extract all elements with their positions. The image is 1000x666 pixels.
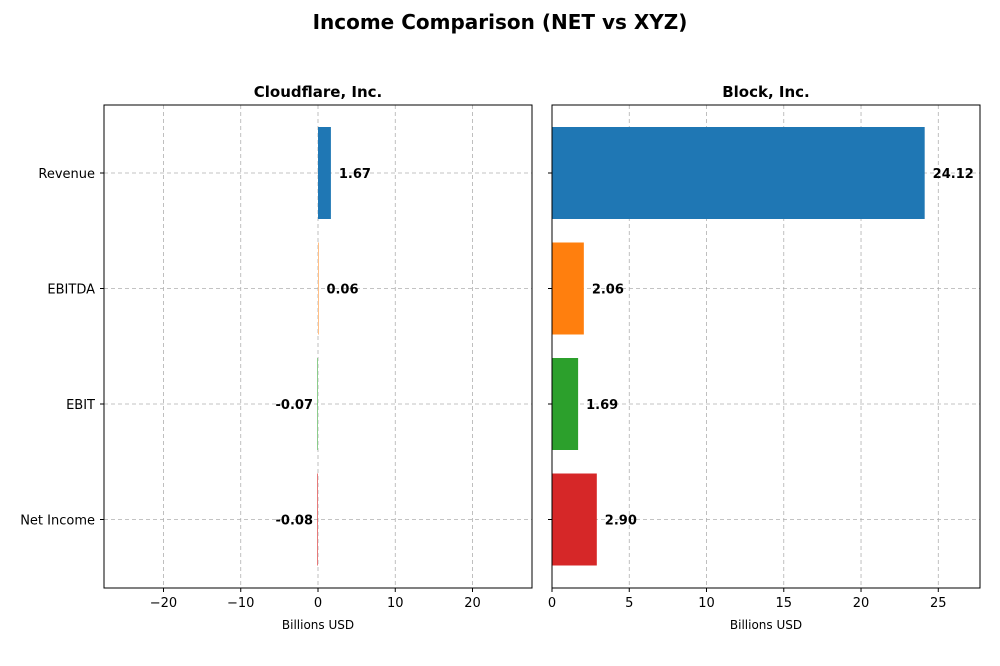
axes-frame [551,104,981,589]
x-tick-label: 20 [464,596,481,611]
bar-net-income [552,473,597,566]
x-tick-label: 20 [853,596,870,611]
x-tick-label: 10 [387,596,404,611]
bar-ebit [552,358,579,450]
data-label: 1.67 [339,167,371,182]
x-axis-label: Billions USD [282,618,354,632]
x-tick-label: 25 [930,596,947,611]
bar-ebitda [318,242,319,335]
bar-revenue [552,127,925,219]
bar-ebitda [552,242,584,335]
x-tick-label: −20 [150,596,177,611]
data-label: 2.06 [592,283,624,298]
panel-title: Cloudflare, Inc. [254,83,382,101]
data-label: 0.06 [326,283,358,298]
bar-ebit [317,358,318,450]
bar-net-income [317,473,318,566]
x-axis-label: Billions USD [730,618,802,632]
panel-title: Block, Inc. [722,83,810,101]
chart-panels: 1.67 0.06 -0.07 -0.08 −20 −10 0 10 20 Revenue EBIT… [20,83,981,632]
y-tick-label: Revenue [38,167,95,182]
x-tick-label: 0 [548,596,556,611]
x-tick-label: 10 [698,596,715,611]
figure-title: Income Comparison (NET vs XYZ) [313,10,688,34]
x-tick-label: 5 [625,596,633,611]
y-tick-label: EBIT [66,398,95,413]
data-label: 24.12 [933,167,974,182]
data-label: -0.07 [276,398,313,413]
data-label: -0.08 [276,514,313,529]
x-tick-label: −10 [227,596,254,611]
bar-revenue [318,127,331,219]
x-tick-label: 15 [775,596,792,611]
chart-panel-1: 1.67 0.06 -0.07 -0.08 −20 −10 0 10 20 Revenue EBIT… [20,83,533,632]
y-tick-label: EBITDA [47,283,95,298]
data-label: 2.90 [605,514,637,529]
data-label: 1.69 [586,398,618,413]
chart-panel-2: 24.12 2.06 1.69 2.90 0 5 10 15 20 25 Block, Inc. Bi… [548,83,981,632]
y-tick-label: Net Income [20,514,95,529]
x-tick-label: 0 [314,596,322,611]
